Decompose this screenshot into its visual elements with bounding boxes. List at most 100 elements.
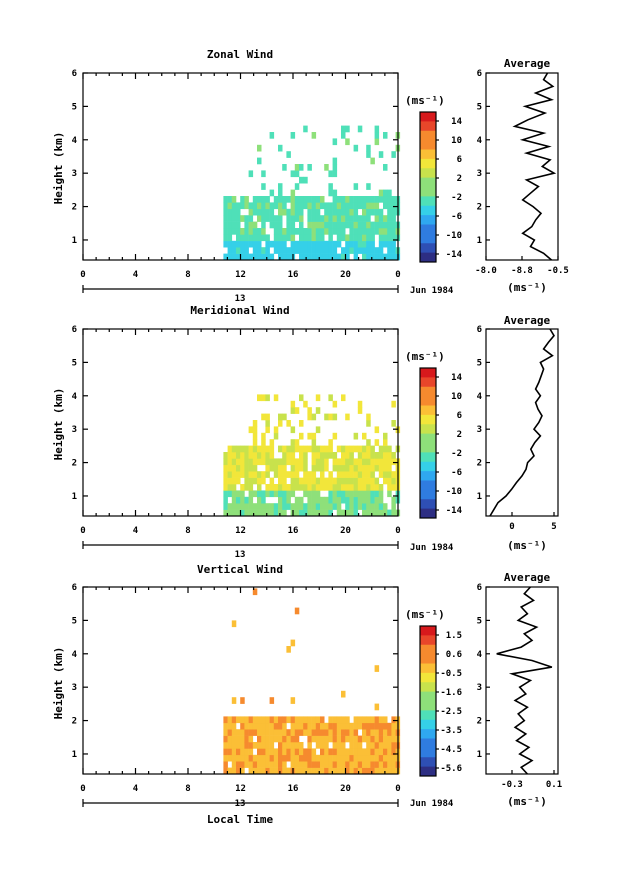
- vertical-wind-average-unit: (ms⁻¹): [507, 795, 547, 808]
- heatmap-cell: [383, 202, 388, 210]
- heatmap-cell: [320, 445, 325, 453]
- y-tick-label: 3: [72, 169, 77, 179]
- x-tick-label: 16: [288, 526, 299, 536]
- meridional-wind-ylabel: Height (km): [52, 388, 65, 461]
- heatmap-cell: [370, 202, 375, 210]
- heatmap-cell: [231, 477, 237, 485]
- heatmap-cell: [261, 196, 266, 203]
- heatmap-cell: [269, 208, 275, 216]
- heatmap-cell: [290, 426, 296, 434]
- heatmap-cell: [244, 484, 249, 491]
- colorbar-tick-label: -0.5: [440, 669, 462, 679]
- heatmap-cell: [341, 125, 346, 133]
- heatmap-cell: [332, 458, 338, 466]
- heatmap-cell: [336, 503, 342, 510]
- heatmap-cell: [303, 477, 308, 485]
- heatmap-cell: [265, 413, 270, 421]
- heatmap-cell: [282, 164, 287, 171]
- heatmap-cell: [320, 754, 325, 762]
- heatmap-cell: [299, 240, 304, 248]
- heatmap-cell: [240, 464, 245, 472]
- colorbar-tick-label: 10: [451, 136, 462, 146]
- heatmap-cell: [294, 240, 300, 248]
- heatmap-cell: [374, 464, 380, 472]
- heatmap-cell: [315, 407, 321, 414]
- zonal-wind-date-label: 13: [235, 294, 246, 304]
- heatmap-cell: [357, 484, 363, 491]
- heatmap-cell: [282, 735, 287, 743]
- heatmap-cell: [252, 426, 258, 434]
- heatmap-cell: [240, 742, 245, 749]
- heatmap-cell: [273, 735, 279, 743]
- heatmap-cell: [341, 690, 346, 698]
- heatmap-cell: [383, 509, 388, 517]
- heatmap-cell: [290, 196, 296, 203]
- heatmap-cell: [273, 761, 279, 768]
- heatmap-cell: [383, 240, 388, 248]
- average-y-tick-label: 4: [477, 392, 483, 402]
- heatmap-cell: [299, 445, 304, 453]
- heatmap-cell: [231, 716, 237, 724]
- colorbar-tick-label: -14: [446, 506, 463, 516]
- heatmap-cell: [265, 484, 270, 491]
- heatmap-cell: [366, 477, 371, 485]
- heatmap-cell: [315, 722, 321, 730]
- heatmap-cell: [391, 471, 396, 478]
- colorbar-swatch: [420, 489, 436, 500]
- heatmap-cell: [257, 761, 262, 768]
- heatmap-cell: [307, 445, 312, 453]
- heatmap-cell: [273, 228, 279, 235]
- heatmap-cell: [378, 221, 384, 229]
- heatmap-cell: [240, 716, 245, 724]
- heatmap-cell: [265, 761, 270, 768]
- heatmap-cell: [345, 125, 350, 133]
- heatmap-cell: [282, 722, 287, 730]
- x-tick-label: 8: [185, 784, 190, 794]
- heatmap-cell: [299, 253, 304, 261]
- heatmap-cell: [227, 247, 233, 254]
- heatmap-cell: [223, 215, 228, 222]
- colorbar-swatch: [420, 626, 436, 636]
- heatmap-cell: [353, 144, 359, 152]
- heatmap-cell: [391, 767, 396, 775]
- heatmap-cell: [315, 253, 321, 261]
- colorbar-tick-label: -6: [451, 212, 462, 222]
- heatmap-cell: [307, 735, 312, 743]
- heatmap-cell: [290, 729, 296, 736]
- heatmap-cell: [236, 234, 241, 242]
- heatmap-cell: [286, 735, 291, 743]
- heatmap-cell: [290, 458, 296, 466]
- heatmap-cell: [315, 716, 321, 724]
- heatmap-cell: [265, 458, 270, 466]
- heatmap-cell: [345, 761, 350, 768]
- heatmap-cell: [374, 196, 380, 203]
- heatmap-cell: [378, 729, 384, 736]
- heatmap-cell: [328, 253, 333, 261]
- heatmap-cell: [345, 138, 350, 146]
- heatmap-cell: [332, 754, 338, 762]
- heatmap-cell: [374, 490, 380, 498]
- heatmap-cell: [307, 234, 312, 242]
- heatmap-cell: [240, 735, 245, 743]
- heatmap-cell: [307, 761, 312, 768]
- heatmap-cell: [236, 477, 241, 485]
- heatmap-cell: [357, 125, 363, 133]
- heatmap-cell: [303, 722, 308, 730]
- heatmap-cell: [278, 234, 283, 242]
- heatmap-cell: [294, 208, 300, 216]
- heatmap-cell: [357, 458, 363, 466]
- heatmap-cell: [227, 484, 233, 491]
- heatmap-cell: [299, 247, 304, 254]
- heatmap-cell: [353, 742, 359, 749]
- heatmap-cell: [332, 189, 338, 197]
- vertical-wind-title: Vertical Wind: [197, 563, 283, 576]
- heatmap-cell: [299, 761, 304, 768]
- heatmap-cell: [294, 170, 300, 178]
- heatmap-cell: [265, 445, 270, 453]
- heatmap-cell: [387, 458, 392, 466]
- heatmap-cell: [307, 767, 312, 775]
- heatmap-cell: [294, 464, 300, 472]
- heatmap-cell: [290, 735, 296, 743]
- heatmap-cell: [324, 729, 329, 736]
- colorbar-swatch: [420, 757, 436, 768]
